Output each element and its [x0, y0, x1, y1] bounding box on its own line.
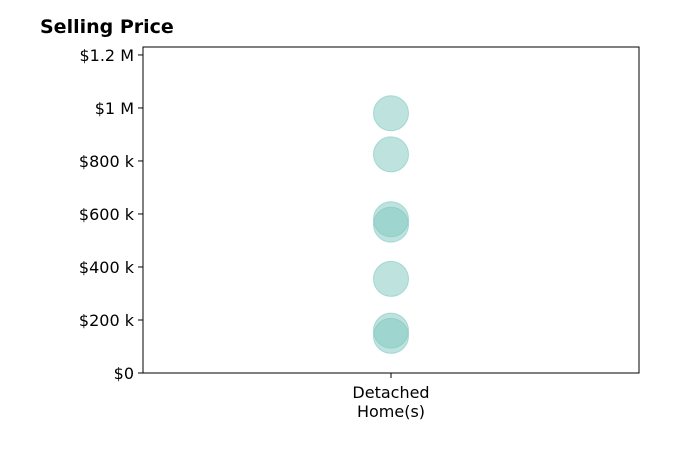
data-point [373, 95, 409, 132]
y-tick-label: $1 M [95, 99, 134, 118]
data-point [373, 206, 409, 243]
x-axis: Detached Home(s) [352, 373, 430, 421]
y-tick-label: $1.2 M [79, 46, 134, 65]
x-tick-label: Detached Home(s) [352, 383, 429, 421]
y-tick-label: $200 k [79, 311, 135, 330]
y-tick-label: $400 k [79, 258, 135, 277]
chart-title: Selling Price [40, 16, 174, 38]
y-axis: $0 $200 k $400 k $600 k $800 k $1 M $1.2 M [79, 46, 143, 383]
data-point [373, 136, 409, 173]
data-point [373, 260, 409, 297]
data-point [373, 317, 409, 354]
y-tick-label: $800 k [79, 152, 135, 171]
data-points [373, 95, 409, 354]
y-tick-label: $0 [114, 364, 134, 383]
y-tick-label: $600 k [79, 205, 135, 224]
